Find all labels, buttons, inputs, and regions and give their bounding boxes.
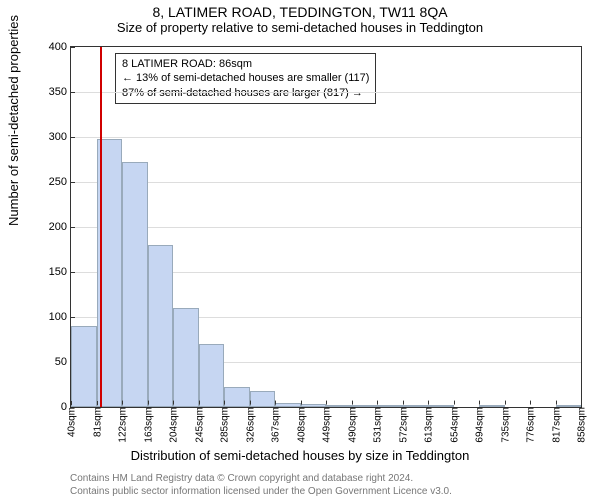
y-axis-label: Number of semi-detached properties <box>6 15 21 226</box>
x-tick-label: 654sqm <box>447 407 460 443</box>
footer-line: Contains HM Land Registry data © Crown c… <box>70 473 452 486</box>
gridline <box>71 92 581 93</box>
y-tick-label: 200 <box>49 221 71 233</box>
x-tick-label: 490sqm <box>345 407 358 443</box>
y-tick-label: 400 <box>49 41 71 53</box>
x-tick-label: 367sqm <box>269 407 282 443</box>
histogram-bar <box>224 387 250 407</box>
x-tick-label: 776sqm <box>524 407 537 443</box>
y-tick-label: 150 <box>49 266 71 278</box>
annotation-line: 8 LATIMER ROAD: 86sqm <box>122 57 369 71</box>
histogram-bar <box>148 245 174 407</box>
annotation-box: 8 LATIMER ROAD: 86sqm ← 13% of semi-deta… <box>115 53 376 104</box>
y-tick-label: 350 <box>49 86 71 98</box>
x-tick-label: 326sqm <box>243 407 256 443</box>
gridline <box>71 227 581 228</box>
x-tick-label: 858sqm <box>575 407 588 443</box>
chart-subtitle: Size of property relative to semi-detach… <box>0 20 600 35</box>
reference-line <box>100 47 102 407</box>
histogram-bar <box>122 162 148 407</box>
x-tick-label: 694sqm <box>473 407 486 443</box>
x-tick-label: 408sqm <box>294 407 307 443</box>
y-tick-label: 300 <box>49 131 71 143</box>
x-tick-label: 531sqm <box>371 407 384 443</box>
histogram-bar <box>199 344 225 407</box>
x-tick-label: 204sqm <box>167 407 180 443</box>
plot-area: 8 LATIMER ROAD: 86sqm ← 13% of semi-deta… <box>70 46 582 408</box>
chart-title: 8, LATIMER ROAD, TEDDINGTON, TW11 8QA <box>0 0 600 20</box>
y-tick-label: 50 <box>55 356 71 368</box>
footer-licence: Contains HM Land Registry data © Crown c… <box>70 473 452 498</box>
x-axis-label: Distribution of semi-detached houses by … <box>0 448 600 463</box>
y-tick-label: 250 <box>49 176 71 188</box>
gridline <box>71 182 581 183</box>
annotation-line: ← 13% of semi-detached houses are smalle… <box>122 71 369 85</box>
x-tick-label: 163sqm <box>141 407 154 443</box>
x-tick-label: 613sqm <box>422 407 435 443</box>
histogram-bar <box>173 308 199 407</box>
gridline <box>71 137 581 138</box>
histogram-bar <box>71 326 97 407</box>
figure: 8, LATIMER ROAD, TEDDINGTON, TW11 8QA Si… <box>0 0 600 500</box>
x-tick-label: 245sqm <box>192 407 205 443</box>
y-tick-label: 100 <box>49 311 71 323</box>
x-tick-label: 285sqm <box>218 407 231 443</box>
x-tick-label: 449sqm <box>320 407 333 443</box>
x-tick-label: 81sqm <box>90 407 103 437</box>
footer-line: Contains public sector information licen… <box>70 486 452 499</box>
x-tick-label: 572sqm <box>396 407 409 443</box>
x-tick-label: 122sqm <box>116 407 129 443</box>
x-tick-label: 817sqm <box>549 407 562 443</box>
x-tick-label: 40sqm <box>65 407 78 437</box>
histogram-bar <box>250 391 276 407</box>
x-tick-label: 735sqm <box>498 407 511 443</box>
